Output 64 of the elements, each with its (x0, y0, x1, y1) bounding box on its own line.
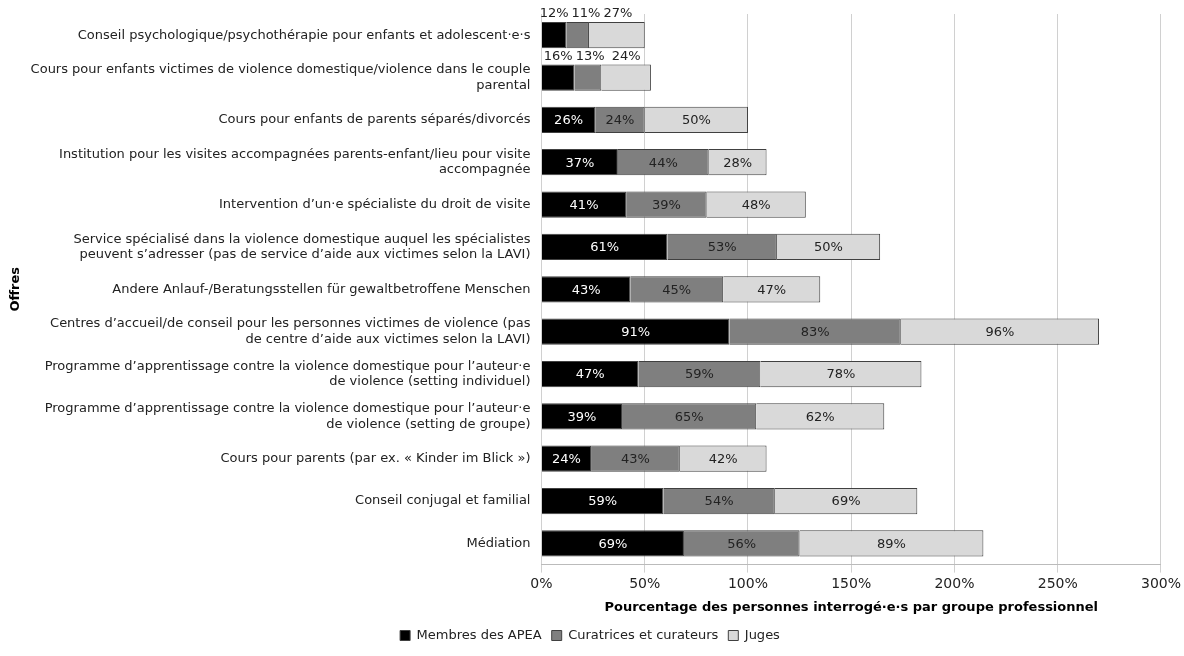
data-label: 91% (621, 324, 651, 340)
data-label: 24% (552, 451, 581, 467)
y-tick-label: Service spécialisé dans la violence domestique auquel les spécialistes peuvent s’adresser (pas de service d’aide aux victimes selon la LAVI) (73, 230, 531, 262)
data-label: 26% (554, 112, 584, 128)
x-tick-label: 100% (727, 574, 768, 591)
data-label: 53% (707, 239, 737, 255)
x-axis-title: Pourcentage des personnes interrogé·e·s par groupe professionnel (604, 598, 1099, 614)
data-label: 96% (985, 324, 1015, 340)
y-tick-label: Cours pour parents (par ex. « Kinder im Blick ») (220, 450, 531, 466)
data-label: 62% (805, 408, 835, 424)
y-tick-label: Conseil conjugal et familial (355, 492, 531, 508)
data-label: 69% (598, 535, 628, 551)
data-label: 78% (826, 366, 856, 382)
data-label: 24% (611, 47, 641, 63)
y-tick-label: Médiation (466, 534, 531, 550)
data-label: 59% (588, 493, 618, 509)
data-label: 44% (648, 154, 678, 170)
data-label: 39% (651, 196, 681, 212)
y-tick-label: Programme d’apprentissage contre la violence domestique pour l’auteur·e de violence (setting de groupe) (44, 399, 531, 431)
data-label: 27% (603, 5, 633, 21)
data-label: 83% (800, 324, 830, 340)
y-tick-label: Programme d’apprentissage contre la violence domestique pour l’auteur·e de violence (setting individuel) (44, 357, 531, 389)
data-label: 24% (605, 112, 635, 128)
data-label: 11% (571, 5, 601, 21)
x-tick-label: 150% (831, 574, 872, 591)
x-tick-label: 200% (934, 574, 975, 591)
data-label: 61% (590, 239, 620, 255)
y-tick-label: Intervention d’un·e spécialiste du droit de visite (218, 195, 531, 211)
data-label: 43% (571, 281, 601, 297)
y-tick-label: Andere Anlauf-/Beratungsstellen für gewaltbetroffene Menschen (112, 280, 531, 296)
y-tick-label: Cours pour enfants victimes de violence domestique/violence dans le couple parental (30, 61, 531, 92)
y-tick-label: Cours pour enfants de parents séparés/divorcés (218, 111, 531, 127)
x-tick-label: 250% (1037, 574, 1078, 591)
data-label: 50% (681, 112, 711, 128)
data-label: 28% (723, 154, 753, 170)
y-tick-label: Centres d’accueil/de conseil pour les personnes victimes de violence (pas de centre d’aide aux victimes selon la LAVI) (50, 315, 531, 346)
data-label: 50% (814, 239, 843, 255)
data-label: 13% (575, 47, 605, 63)
data-label: 42% (708, 451, 738, 467)
legend-label: Juges (743, 626, 781, 642)
data-label: 59% (685, 366, 714, 382)
data-label: 16% (543, 47, 573, 63)
x-tick-label: 0% (530, 574, 553, 591)
data-label: 43% (620, 451, 650, 467)
data-label: 47% (757, 281, 787, 297)
y-tick-label: Conseil psychologique/psychothérapie pour enfants et adolescent·e·s (77, 26, 531, 42)
y-tick-label: Institution pour les visites accompagnées parents-enfant/lieu pour visite accompagnée (59, 145, 531, 177)
data-label: 47% (575, 366, 605, 382)
data-label: 65% (674, 408, 704, 424)
legend-label: Curatrices et curateurs (568, 626, 719, 642)
data-label: 39% (567, 408, 597, 424)
data-label: 41% (569, 196, 599, 212)
y-axis-title: Offres (7, 266, 23, 312)
data-label: 48% (741, 196, 771, 212)
data-label: 45% (662, 281, 692, 297)
data-label: 69% (831, 493, 861, 509)
data-label: 12% (539, 5, 569, 21)
x-tick-label: 300% (1140, 574, 1181, 591)
data-label: 89% (877, 535, 906, 551)
data-label: 56% (727, 535, 757, 551)
data-label: 37% (565, 154, 595, 170)
data-label: 54% (704, 493, 734, 509)
legend-label: Membres des APEA (416, 626, 542, 642)
x-tick-label: 50% (629, 574, 661, 591)
